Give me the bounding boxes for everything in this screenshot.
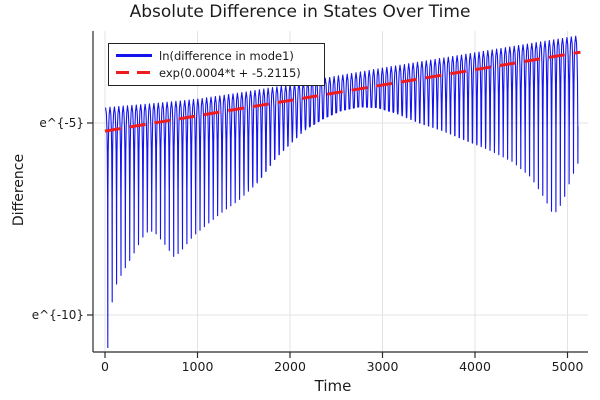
series-line-difference (105, 35, 579, 349)
x-tick-label: 0 (101, 359, 109, 374)
legend-entry-fit: exp(0.0004*t + -5.2115) (116, 64, 317, 81)
x-tick-label: 5000 (552, 359, 584, 374)
legend-red-dashed-line-swatch (116, 70, 152, 75)
x-tick-label: 2000 (274, 359, 306, 374)
x-tick-label: 1000 (182, 359, 214, 374)
y-tick-label: e^{-5} (39, 116, 84, 130)
x-tick-label: 3000 (367, 359, 399, 374)
x-axis-label: Time (314, 377, 352, 395)
legend-label-series: ln(difference in mode1) (159, 48, 294, 63)
y-tick-label: e^{-10} (32, 308, 84, 322)
legend-blue-line-swatch (116, 54, 152, 57)
legend-box: ln(difference in mode1) exp(0.0004*t + -… (108, 43, 325, 86)
chart-title: Absolute Difference in States Over Time (129, 2, 471, 22)
x-tick-label: 4000 (459, 359, 491, 374)
fit-line-exponential (104, 50, 581, 133)
legend-label-fit: exp(0.0004*t + -5.2115) (159, 65, 301, 80)
legend-entry-series: ln(difference in mode1) (116, 47, 317, 64)
